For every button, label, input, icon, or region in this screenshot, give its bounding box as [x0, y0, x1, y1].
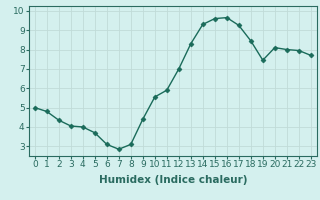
X-axis label: Humidex (Indice chaleur): Humidex (Indice chaleur)	[99, 175, 247, 185]
